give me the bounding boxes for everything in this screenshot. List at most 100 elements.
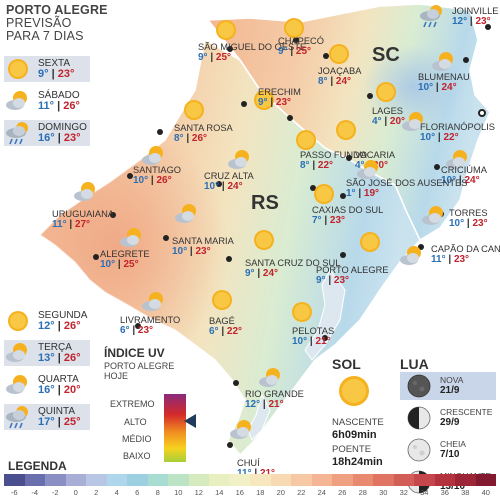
city-min: 10°: [449, 218, 465, 229]
city-max: 23°: [333, 275, 350, 286]
scale-swatch: [291, 474, 312, 486]
uv-current-pointer-icon: [184, 414, 196, 428]
sun-icon: [372, 80, 400, 104]
city-max: 21°: [315, 336, 331, 347]
city-max: 24°: [441, 82, 457, 93]
sun-icon: [288, 300, 316, 324]
scale-tick-label: 30: [379, 488, 388, 497]
scale-tick-label: 6: [135, 488, 140, 497]
sun-icon: [208, 288, 236, 312]
state-label-rs: RS: [251, 192, 279, 214]
sun-cloud-icon: [226, 148, 254, 172]
city-max: 24°: [464, 175, 480, 186]
city-min: 8°: [174, 133, 184, 144]
forecast-max: 20°: [63, 384, 81, 396]
city-label: SÃO JOSÉ DOS AUSENTES 1° | 19°: [346, 178, 468, 199]
city-name: RIO GRANDE: [245, 389, 304, 399]
scale-swatch: [373, 474, 394, 486]
forecast-min: 16°: [38, 384, 55, 396]
scale-tick-label: 4: [114, 488, 119, 497]
city-label: JOINVILLE 12° | 23°: [452, 6, 499, 27]
city-marker: [227, 442, 233, 448]
uv-index-subtitle: PORTO ALEGRE HOJE: [104, 361, 175, 381]
city-marker: [127, 173, 133, 179]
city-label: JOAÇABA 8° | 24°: [318, 66, 362, 87]
scale-tick-label: 26: [338, 488, 347, 497]
city-min: 7°: [312, 215, 322, 226]
new-moon-icon: [406, 373, 432, 404]
scale-tick-label: 36: [440, 488, 449, 497]
city-min: 10°: [441, 175, 457, 186]
sun-icon: [356, 230, 384, 254]
scale-swatch: [4, 474, 25, 486]
scale-swatch: [475, 474, 496, 486]
scale-tick-label: 18: [256, 488, 265, 497]
city-max: 20°: [372, 160, 389, 171]
scale-swatch: [168, 474, 189, 486]
city-min: 8°: [300, 160, 310, 171]
sun-cloud-icon: [118, 226, 146, 250]
city-name: FLORIANÓPOLIS: [420, 122, 495, 132]
forecast-day: DOMINGO 16° | 23°: [4, 120, 90, 146]
city-marker: [322, 335, 328, 341]
city-marker: [110, 212, 116, 218]
city-max: 20°: [389, 116, 406, 127]
scale-tick-label: 0: [73, 488, 78, 497]
sun-icon: [280, 16, 308, 40]
scale-swatch: [229, 474, 250, 486]
city-max: 22°: [317, 160, 334, 171]
city-max: 24°: [227, 181, 243, 192]
city-marker: [227, 46, 233, 52]
sun-cloud-icon: [355, 158, 383, 182]
city-max: 23°: [329, 215, 346, 226]
city-label: PORTO ALEGRE 9° | 23°: [316, 265, 389, 286]
forecast-max: 23°: [57, 68, 75, 80]
sun-cloud-icon: [4, 373, 32, 397]
uv-level-medio: MÉDIO: [122, 434, 152, 444]
forecast-day: SEGUNDA 12° | 26°: [4, 308, 90, 334]
rain-cloud-icon: [4, 121, 32, 145]
city-max: 26°: [156, 175, 172, 186]
moon-phase-date: 13/10: [440, 481, 466, 492]
moon-phase-name: CRESCENTE: [440, 407, 493, 417]
sunset-time: 18h24min: [332, 456, 383, 468]
city-name: LIVRAMENTO: [120, 315, 181, 325]
moon-phase-row: CRESCENTE 29/9: [400, 404, 496, 432]
city-min: 8°: [318, 76, 328, 87]
city-label: BAGÉ 6° | 22°: [209, 316, 243, 337]
city-name: VACARIA: [355, 150, 396, 160]
city-label: SANTA MARIA 10° | 23°: [172, 236, 234, 257]
city-marker: [93, 254, 99, 260]
sun-icon: [212, 18, 240, 42]
city-marker: [323, 53, 329, 59]
city-max: 22°: [443, 132, 459, 143]
sun-cloud-icon: [140, 144, 168, 168]
city-label: SANTIAGO 10° | 26°: [133, 165, 182, 186]
city-min: 10°: [172, 246, 188, 257]
city-marker: [163, 235, 169, 241]
forecast-day: QUARTA 16° | 20°: [4, 372, 90, 398]
city-name: SÃO MIGUEL DO OESTE: [198, 42, 307, 52]
city-name: SÃO JOSÉ DOS AUSENTES: [346, 178, 468, 188]
city-name: CHAPECÓ: [278, 36, 324, 46]
sun-cloud-icon: [398, 244, 426, 268]
city-marker: [463, 57, 469, 63]
scale-swatch: [86, 474, 107, 486]
city-name: BAGÉ: [209, 316, 235, 326]
city-name: CRICIÚMA: [441, 165, 487, 175]
city-name: PELOTAS: [292, 326, 335, 336]
forecast-day-name: SÁBADO: [38, 90, 80, 101]
city-max: 21°: [260, 468, 275, 479]
scale-swatch: [455, 474, 476, 486]
city-marker: [226, 256, 232, 262]
city-max: 27°: [74, 219, 91, 230]
scale-swatch: [24, 474, 45, 486]
sun-cloud-icon: [140, 290, 168, 314]
sun-cloud-icon: [4, 89, 32, 113]
city-marker: [310, 185, 316, 191]
city-min: 11°: [52, 219, 67, 230]
city-min: 12°: [245, 399, 261, 410]
city-min: 6°: [209, 326, 219, 337]
city-max: 23°: [472, 218, 488, 229]
